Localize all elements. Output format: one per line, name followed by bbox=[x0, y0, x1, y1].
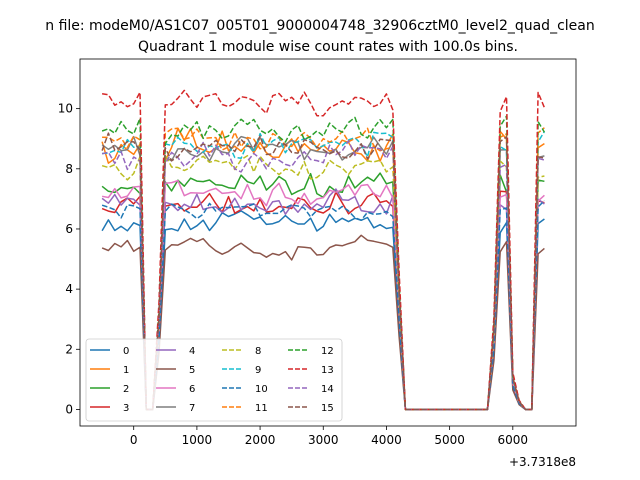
x-tick-label: 2000 bbox=[245, 433, 276, 447]
legend-label-9: 9 bbox=[255, 365, 261, 376]
legend-box bbox=[85, 338, 343, 422]
x-tick-label: 6000 bbox=[498, 433, 529, 447]
y-tick-label: 10 bbox=[58, 102, 73, 116]
legend-label-15: 15 bbox=[321, 403, 334, 414]
series-line-15 bbox=[101, 132, 545, 411]
x-tick-label: 5000 bbox=[434, 433, 465, 447]
legend-label-11: 11 bbox=[255, 403, 268, 414]
axes-frame bbox=[79, 58, 577, 427]
legend-label-14: 14 bbox=[321, 384, 334, 395]
series-line-13 bbox=[101, 89, 546, 411]
legend-label-8: 8 bbox=[255, 346, 261, 357]
y-tick-label: 8 bbox=[65, 162, 73, 176]
x-axis-ticks: 0 1000 2000 3000 4000 5000 6000 bbox=[130, 426, 528, 447]
legend-label-1: 1 bbox=[123, 365, 129, 376]
x-tick-label: 1000 bbox=[182, 433, 213, 447]
x-tick-label: 3000 bbox=[308, 433, 339, 447]
legend-label-12: 12 bbox=[321, 346, 334, 357]
legend-label-3: 3 bbox=[123, 403, 129, 414]
figure-suptitle: n file: modeM0/AS1C07_005T01_9000004748_… bbox=[45, 18, 594, 34]
y-tick-label: 4 bbox=[65, 282, 73, 296]
legend-label-2: 2 bbox=[123, 384, 129, 395]
legend-label-0: 0 bbox=[123, 346, 129, 357]
series-layer bbox=[101, 89, 546, 411]
chart-title: Quadrant 1 module wise count rates with … bbox=[138, 39, 518, 55]
y-axis-ticks: 0 2 4 6 8 10 bbox=[58, 102, 80, 416]
y-tick-label: 0 bbox=[65, 402, 73, 416]
legend-label-13: 13 bbox=[321, 365, 334, 376]
x-axis-offset-text: +3.7318e8 bbox=[509, 455, 576, 469]
legend-label-4: 4 bbox=[189, 346, 195, 357]
legend-label-5: 5 bbox=[189, 365, 195, 376]
legend-label-6: 6 bbox=[189, 384, 195, 395]
y-tick-label: 6 bbox=[65, 222, 73, 236]
y-tick-label: 2 bbox=[65, 342, 73, 356]
legend-label-10: 10 bbox=[255, 384, 268, 395]
x-tick-label: 0 bbox=[130, 433, 138, 447]
legend-label-7: 7 bbox=[189, 403, 195, 414]
x-tick-label: 4000 bbox=[371, 433, 402, 447]
